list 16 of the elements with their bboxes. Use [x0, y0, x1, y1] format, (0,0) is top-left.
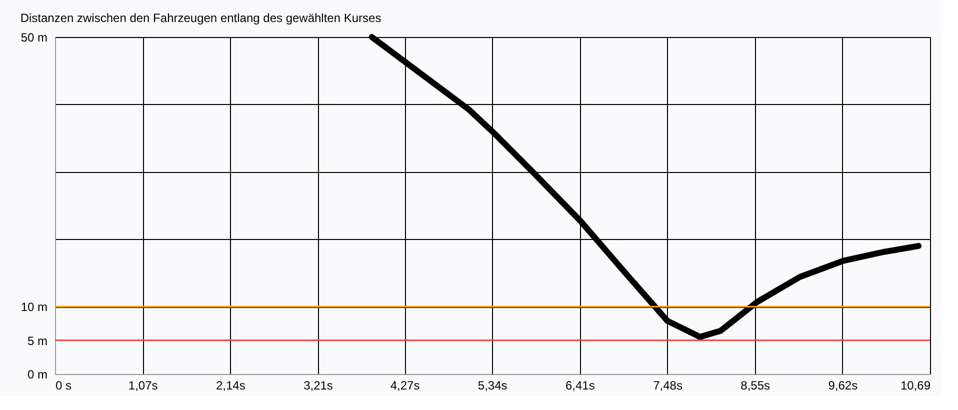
x-tick-label: 9,62s — [828, 378, 858, 392]
y-tick-label: 50 m — [20, 30, 48, 44]
x-tick-label: 3,21s — [304, 378, 333, 392]
x-tick-label: 10,69 — [900, 378, 931, 392]
x-tick-label: 8,55s — [740, 378, 770, 392]
y-tick-label: 10 m — [20, 300, 48, 314]
x-tick-label: 2,14s — [216, 378, 246, 392]
x-tick-label: 6,41s — [565, 378, 595, 392]
x-tick-label: 7,48s — [653, 378, 682, 392]
x-tick-label: 0 s — [56, 378, 72, 392]
y-tick-label: 0 m — [27, 368, 48, 382]
y-tick-label: 5 m — [27, 334, 48, 348]
x-tick-label: 4,27s — [390, 378, 420, 392]
chart-title: Distanzen zwischen den Fahrzeugen entlang des gewählten Kurses — [20, 11, 382, 25]
x-tick-label: 5,34s — [478, 378, 508, 392]
x-tick-label: 1,07s — [128, 378, 158, 392]
